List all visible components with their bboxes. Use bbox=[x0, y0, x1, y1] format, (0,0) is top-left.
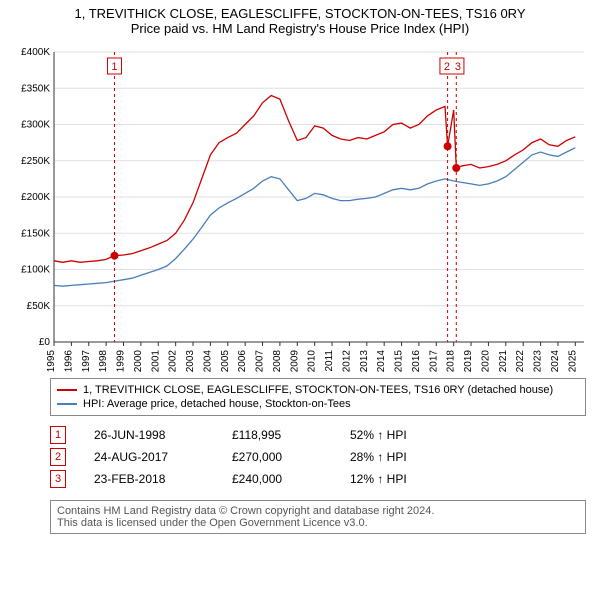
svg-text:2025: 2025 bbox=[567, 350, 578, 372]
sale-date: 26-JUN-1998 bbox=[94, 428, 204, 442]
sales-table: 1 26-JUN-1998 £118,995 52% ↑ HPI 2 24-AUG-201… bbox=[50, 424, 592, 490]
svg-text:£400K: £400K bbox=[21, 47, 50, 58]
svg-text:1997: 1997 bbox=[81, 350, 92, 372]
svg-text:2014: 2014 bbox=[376, 350, 387, 372]
sale-date: 23-FEB-2018 bbox=[94, 472, 204, 486]
sale-date: 24-AUG-2017 bbox=[94, 450, 204, 464]
sale-price: £240,000 bbox=[232, 472, 322, 486]
svg-text:2013: 2013 bbox=[359, 350, 370, 372]
attribution-line-2: This data is licensed under the Open Gov… bbox=[57, 517, 579, 529]
sale-row: 3 23-FEB-2018 £240,000 12% ↑ HPI bbox=[50, 468, 592, 490]
svg-text:£0: £0 bbox=[39, 337, 51, 348]
legend-swatch bbox=[57, 403, 77, 405]
svg-text:2003: 2003 bbox=[185, 350, 196, 372]
svg-text:2017: 2017 bbox=[428, 350, 439, 372]
svg-text:2019: 2019 bbox=[463, 350, 474, 372]
svg-text:£200K: £200K bbox=[21, 192, 50, 203]
sale-row: 1 26-JUN-1998 £118,995 52% ↑ HPI bbox=[50, 424, 592, 446]
sale-pct: 28% ↑ HPI bbox=[350, 450, 460, 464]
legend-label: HPI: Average price, detached house, Stoc… bbox=[83, 398, 351, 410]
attribution-line-1: Contains HM Land Registry data © Crown c… bbox=[57, 505, 579, 517]
title-line-2: Price paid vs. HM Land Registry's House … bbox=[8, 21, 592, 36]
legend-item: HPI: Average price, detached house, Stoc… bbox=[57, 397, 579, 411]
chart-container: 1, TREVITHICK CLOSE, EAGLESCLIFFE, STOCK… bbox=[0, 0, 600, 542]
svg-text:£100K: £100K bbox=[21, 265, 50, 276]
svg-text:1: 1 bbox=[111, 61, 117, 73]
svg-text:£150K: £150K bbox=[21, 228, 50, 239]
line-chart: £0 £50K £100K £150K £200K £250K £300K £350K £400… bbox=[8, 42, 592, 372]
svg-text:2018: 2018 bbox=[446, 350, 457, 372]
svg-text:£300K: £300K bbox=[21, 120, 50, 131]
svg-text:2016: 2016 bbox=[411, 350, 422, 372]
svg-text:2020: 2020 bbox=[480, 350, 491, 372]
sale-badge: 3 bbox=[50, 470, 66, 488]
svg-text:2022: 2022 bbox=[515, 350, 526, 372]
svg-text:2000: 2000 bbox=[133, 350, 144, 372]
sale-price: £118,995 bbox=[232, 428, 322, 442]
svg-text:2021: 2021 bbox=[498, 350, 509, 372]
svg-text:2009: 2009 bbox=[289, 350, 300, 372]
sale-badge: 2 bbox=[50, 448, 66, 466]
sale-pct: 52% ↑ HPI bbox=[350, 428, 460, 442]
svg-text:2: 2 bbox=[444, 61, 450, 73]
svg-text:1999: 1999 bbox=[116, 350, 127, 372]
chart-area: £0 £50K £100K £150K £200K £250K £300K £350K £400… bbox=[8, 42, 592, 372]
attribution-box: Contains HM Land Registry data © Crown c… bbox=[50, 500, 586, 534]
svg-text:2008: 2008 bbox=[272, 350, 283, 372]
legend-label: 1, TREVITHICK CLOSE, EAGLESCLIFFE, STOCK… bbox=[83, 384, 553, 396]
svg-text:1998: 1998 bbox=[98, 350, 109, 372]
svg-text:2001: 2001 bbox=[150, 350, 161, 372]
svg-text:1996: 1996 bbox=[63, 350, 74, 372]
svg-text:2010: 2010 bbox=[307, 350, 318, 372]
svg-text:2004: 2004 bbox=[202, 350, 213, 372]
svg-text:2011: 2011 bbox=[324, 350, 335, 372]
legend-swatch bbox=[57, 389, 77, 391]
svg-text:3: 3 bbox=[455, 61, 461, 73]
sale-row: 2 24-AUG-2017 £270,000 28% ↑ HPI bbox=[50, 446, 592, 468]
svg-text:2015: 2015 bbox=[394, 350, 405, 372]
svg-text:2024: 2024 bbox=[550, 350, 561, 372]
title-line-1: 1, TREVITHICK CLOSE, EAGLESCLIFFE, STOCK… bbox=[8, 6, 592, 21]
svg-text:£250K: £250K bbox=[21, 156, 50, 167]
svg-text:2023: 2023 bbox=[533, 350, 544, 372]
svg-text:£50K: £50K bbox=[27, 301, 51, 312]
svg-text:£350K: £350K bbox=[21, 83, 50, 94]
svg-text:2005: 2005 bbox=[220, 350, 231, 372]
svg-text:1995: 1995 bbox=[46, 350, 57, 372]
sale-price: £270,000 bbox=[232, 450, 322, 464]
sale-pct: 12% ↑ HPI bbox=[350, 472, 460, 486]
svg-text:2006: 2006 bbox=[237, 350, 248, 372]
svg-text:2002: 2002 bbox=[168, 350, 179, 372]
sale-badge: 1 bbox=[50, 426, 66, 444]
legend: 1, TREVITHICK CLOSE, EAGLESCLIFFE, STOCK… bbox=[50, 378, 586, 416]
legend-item: 1, TREVITHICK CLOSE, EAGLESCLIFFE, STOCK… bbox=[57, 383, 579, 397]
svg-text:2012: 2012 bbox=[341, 350, 352, 372]
svg-text:2007: 2007 bbox=[255, 350, 266, 372]
